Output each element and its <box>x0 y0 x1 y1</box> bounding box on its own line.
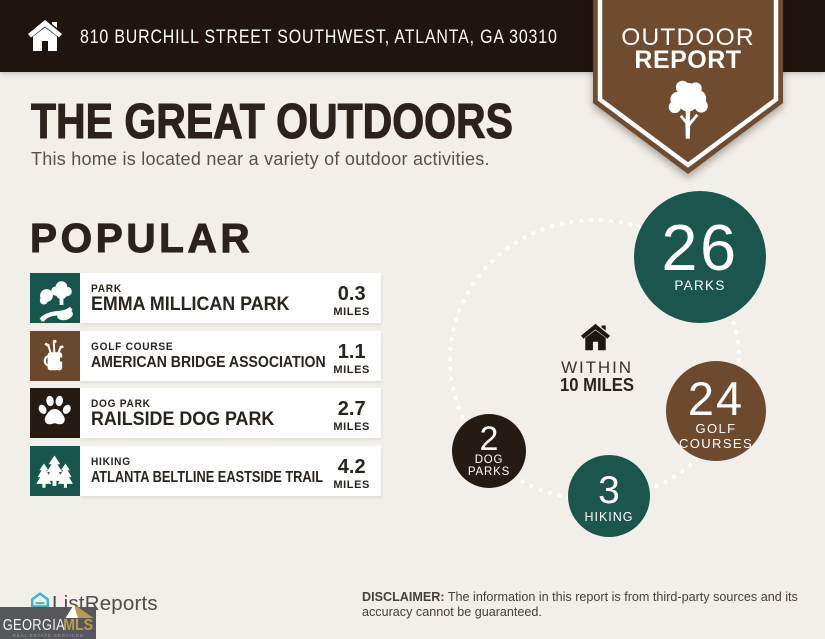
svg-text:MLS: MLS <box>63 617 93 634</box>
svg-text:GEORGIA: GEORGIA <box>3 617 65 634</box>
svg-text:REAL ESTATE SERVICES: REAL ESTATE SERVICES <box>13 633 84 639</box>
svg-text:REPORT: REPORT <box>634 46 741 74</box>
svg-text:OUTDOOR: OUTDOOR <box>621 24 755 51</box>
